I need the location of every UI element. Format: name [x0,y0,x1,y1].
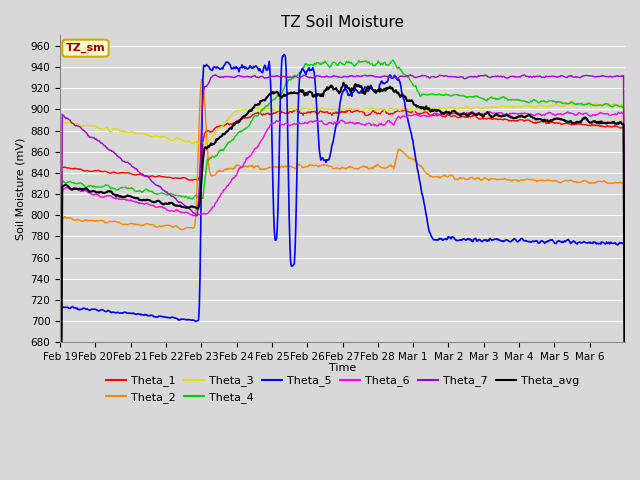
Theta_6 [621,426,629,432]
Theta_avg [122,193,130,199]
Theta_6 [276,119,284,125]
Text: TZ_sm: TZ_sm [66,43,106,53]
Theta_6 [401,113,408,119]
Theta_avg [621,436,629,442]
Theta_7 [212,72,220,78]
Theta_4 [254,113,262,119]
Theta_4 [402,72,410,78]
Theta_2 [122,222,130,228]
Line: Theta_2: Theta_2 [60,79,625,480]
Theta_7 [227,74,235,80]
Theta_6 [227,180,234,185]
Theta_4 [621,423,629,429]
Theta_3 [621,420,629,425]
Theta_3 [276,107,284,112]
Theta_4 [227,139,234,144]
Theta_1 [227,121,234,127]
Theta_avg [227,125,234,131]
Theta_avg [276,93,284,99]
Theta_1 [621,435,629,441]
Theta_5 [402,105,410,111]
Legend: Theta_1, Theta_2, Theta_3, Theta_4, Theta_5, Theta_6, Theta_7, Theta_avg: Theta_1, Theta_2, Theta_3, Theta_4, Thet… [102,371,584,408]
Theta_5 [433,237,441,242]
Theta_1 [276,107,284,113]
Theta_avg [340,80,348,85]
Theta_7 [621,401,629,407]
Theta_3 [122,130,130,135]
Theta_6 [122,197,130,203]
Y-axis label: Soil Moisture (mV): Soil Moisture (mV) [15,138,25,240]
Theta_5 [227,62,234,68]
Theta_3 [254,107,262,112]
Theta_2 [402,151,410,157]
Line: Theta_1: Theta_1 [60,109,625,480]
Theta_5 [122,310,130,315]
Theta_6 [254,144,262,149]
Theta_1 [254,109,262,115]
Theta_avg [402,94,410,100]
Theta_6 [433,111,440,117]
Line: Theta_5: Theta_5 [60,55,625,480]
Line: Theta_7: Theta_7 [60,75,625,480]
Theta_1 [122,170,130,176]
Theta_avg [433,107,441,113]
Theta_2 [621,473,629,479]
Theta_2 [227,166,235,171]
Theta_7 [433,74,441,80]
Theta_1 [433,113,441,119]
Theta_7 [402,73,410,79]
Theta_4 [389,57,397,63]
Theta_3 [433,106,440,112]
Theta_2 [255,164,263,170]
Theta_5 [621,446,629,452]
Theta_6 [486,109,494,115]
Theta_7 [122,159,130,165]
Line: Theta_6: Theta_6 [60,112,625,480]
Theta_2 [198,76,206,82]
X-axis label: Time: Time [329,363,356,373]
Theta_3 [566,101,574,107]
Theta_4 [276,91,284,97]
Theta_5 [276,133,284,139]
Line: Theta_4: Theta_4 [60,60,625,480]
Theta_1 [292,107,300,112]
Theta_4 [122,185,130,191]
Theta_7 [276,73,284,79]
Theta_avg [254,101,262,107]
Line: Theta_avg: Theta_avg [60,83,625,480]
Theta_5 [254,66,262,72]
Theta_1 [402,108,410,113]
Theta_7 [255,75,263,81]
Theta_3 [401,106,408,111]
Theta_2 [276,165,284,170]
Title: TZ Soil Moisture: TZ Soil Moisture [281,15,404,30]
Theta_3 [227,114,234,120]
Theta_2 [433,174,441,180]
Line: Theta_3: Theta_3 [60,104,625,480]
Theta_5 [280,52,288,58]
Theta_4 [433,92,441,98]
